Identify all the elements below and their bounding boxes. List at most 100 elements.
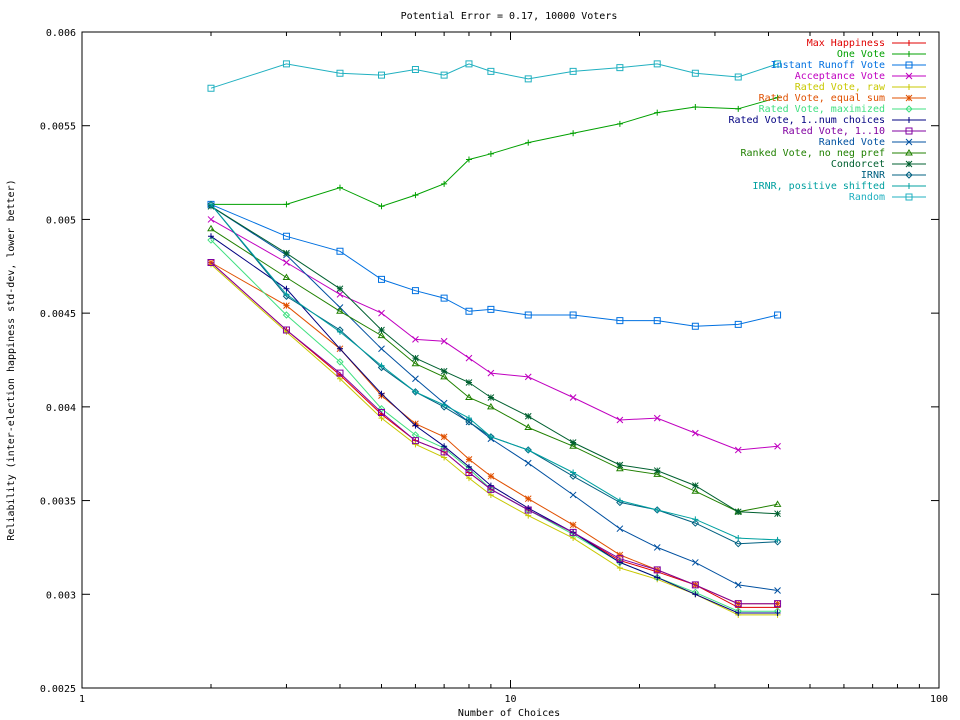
data-point xyxy=(691,519,700,527)
data-point xyxy=(691,482,699,489)
y-tick-label: 0.0045 xyxy=(40,309,76,320)
data-point xyxy=(465,354,473,362)
series-rated-vote-1-num-choices xyxy=(207,233,781,617)
data-point xyxy=(487,402,495,410)
series-line xyxy=(210,239,778,612)
series-acceptance-vote xyxy=(207,216,781,454)
legend-label: Random xyxy=(849,192,885,203)
data-point xyxy=(378,408,386,416)
legend-label: Rated Vote, 1..num choices xyxy=(728,115,885,126)
data-point xyxy=(616,416,624,424)
y-tick-label: 0.005 xyxy=(46,215,76,226)
data-point xyxy=(569,311,577,319)
series-line xyxy=(210,235,778,614)
legend-label: Acceptance Vote xyxy=(795,71,885,82)
y-axis-label: Reliability (inter-election happiness st… xyxy=(6,179,17,540)
x-tick-label: 1 xyxy=(79,694,85,705)
data-point xyxy=(465,465,473,473)
legend-entry: Rated Vote, 1..num choices xyxy=(728,115,926,126)
data-point xyxy=(653,414,661,422)
data-point xyxy=(653,317,661,325)
y-tick-label: 0.003 xyxy=(46,590,76,601)
legend-label: Ranked Vote, no neg pref xyxy=(741,148,886,159)
data-point xyxy=(569,442,577,449)
data-point xyxy=(378,275,386,283)
data-point xyxy=(654,109,661,116)
data-point xyxy=(653,467,661,474)
data-point xyxy=(654,574,661,581)
legend-marker xyxy=(905,138,913,146)
data-point xyxy=(440,444,448,452)
x-tick-label: 10 xyxy=(504,694,516,705)
data-point xyxy=(774,600,782,608)
legend-label: Condorcet xyxy=(831,159,885,170)
data-point xyxy=(465,415,472,422)
data-point xyxy=(691,69,699,77)
legend-label: Rated Vote, 1..10 xyxy=(783,126,885,137)
data-point xyxy=(653,544,661,551)
series-line xyxy=(210,218,778,451)
data-point xyxy=(378,326,385,334)
data-point xyxy=(411,437,419,445)
legend-label: IRNR xyxy=(861,170,886,181)
series-line xyxy=(210,203,778,327)
data-point xyxy=(524,459,532,467)
data-point xyxy=(691,429,699,437)
legend-entry: Acceptance Vote xyxy=(795,71,926,82)
data-point xyxy=(465,156,472,163)
data-point xyxy=(525,139,532,146)
data-point xyxy=(773,538,782,546)
legend-entry: Instant Runoff Vote xyxy=(771,60,926,71)
data-point xyxy=(774,610,781,617)
series-line xyxy=(210,228,778,513)
data-point xyxy=(774,510,781,518)
data-point xyxy=(774,60,782,68)
data-point xyxy=(524,311,532,319)
series-instant-runoff-vote xyxy=(207,200,782,330)
series-random xyxy=(207,60,782,92)
series-one-vote xyxy=(207,94,781,210)
data-point xyxy=(569,439,577,446)
data-point xyxy=(569,394,577,401)
data-point xyxy=(734,446,742,454)
legend-label: Instant Runoff Vote xyxy=(771,60,885,71)
data-point xyxy=(487,394,495,401)
legend-marker xyxy=(905,105,913,113)
data-point xyxy=(734,508,742,516)
data-point xyxy=(378,203,385,210)
data-point xyxy=(616,559,623,566)
data-point xyxy=(616,64,624,72)
data-point xyxy=(774,587,781,594)
data-point xyxy=(207,259,215,267)
legend-entry: IRNR, positive shifted xyxy=(753,181,926,192)
data-point xyxy=(616,497,623,504)
legend-marker xyxy=(905,149,913,156)
legend-marker xyxy=(905,193,913,201)
data-point xyxy=(411,359,420,367)
data-point xyxy=(487,369,495,377)
data-point xyxy=(465,463,472,470)
data-point xyxy=(207,224,215,232)
legend-marker xyxy=(906,183,912,189)
series-line xyxy=(210,205,778,591)
legend-marker xyxy=(905,61,913,69)
data-point xyxy=(774,311,782,319)
axes: 0.0025 0.003 0.0035 0.004 0.0045 0.005 0.0055 0… xyxy=(40,28,948,705)
data-point xyxy=(465,60,473,68)
legend-label: One Vote xyxy=(837,49,885,60)
data-point xyxy=(283,285,290,292)
data-point xyxy=(525,446,532,453)
data-point xyxy=(487,482,494,489)
data-point xyxy=(653,566,661,574)
series-line xyxy=(210,262,778,608)
data-point xyxy=(735,105,742,112)
data-point xyxy=(207,216,215,223)
data-point xyxy=(616,551,624,559)
data-point xyxy=(378,362,385,369)
data-point xyxy=(377,405,386,413)
legend-entry: Rated Vote, raw xyxy=(795,82,926,93)
data-point xyxy=(569,528,577,536)
data-point xyxy=(440,433,448,441)
data-point xyxy=(734,581,742,589)
